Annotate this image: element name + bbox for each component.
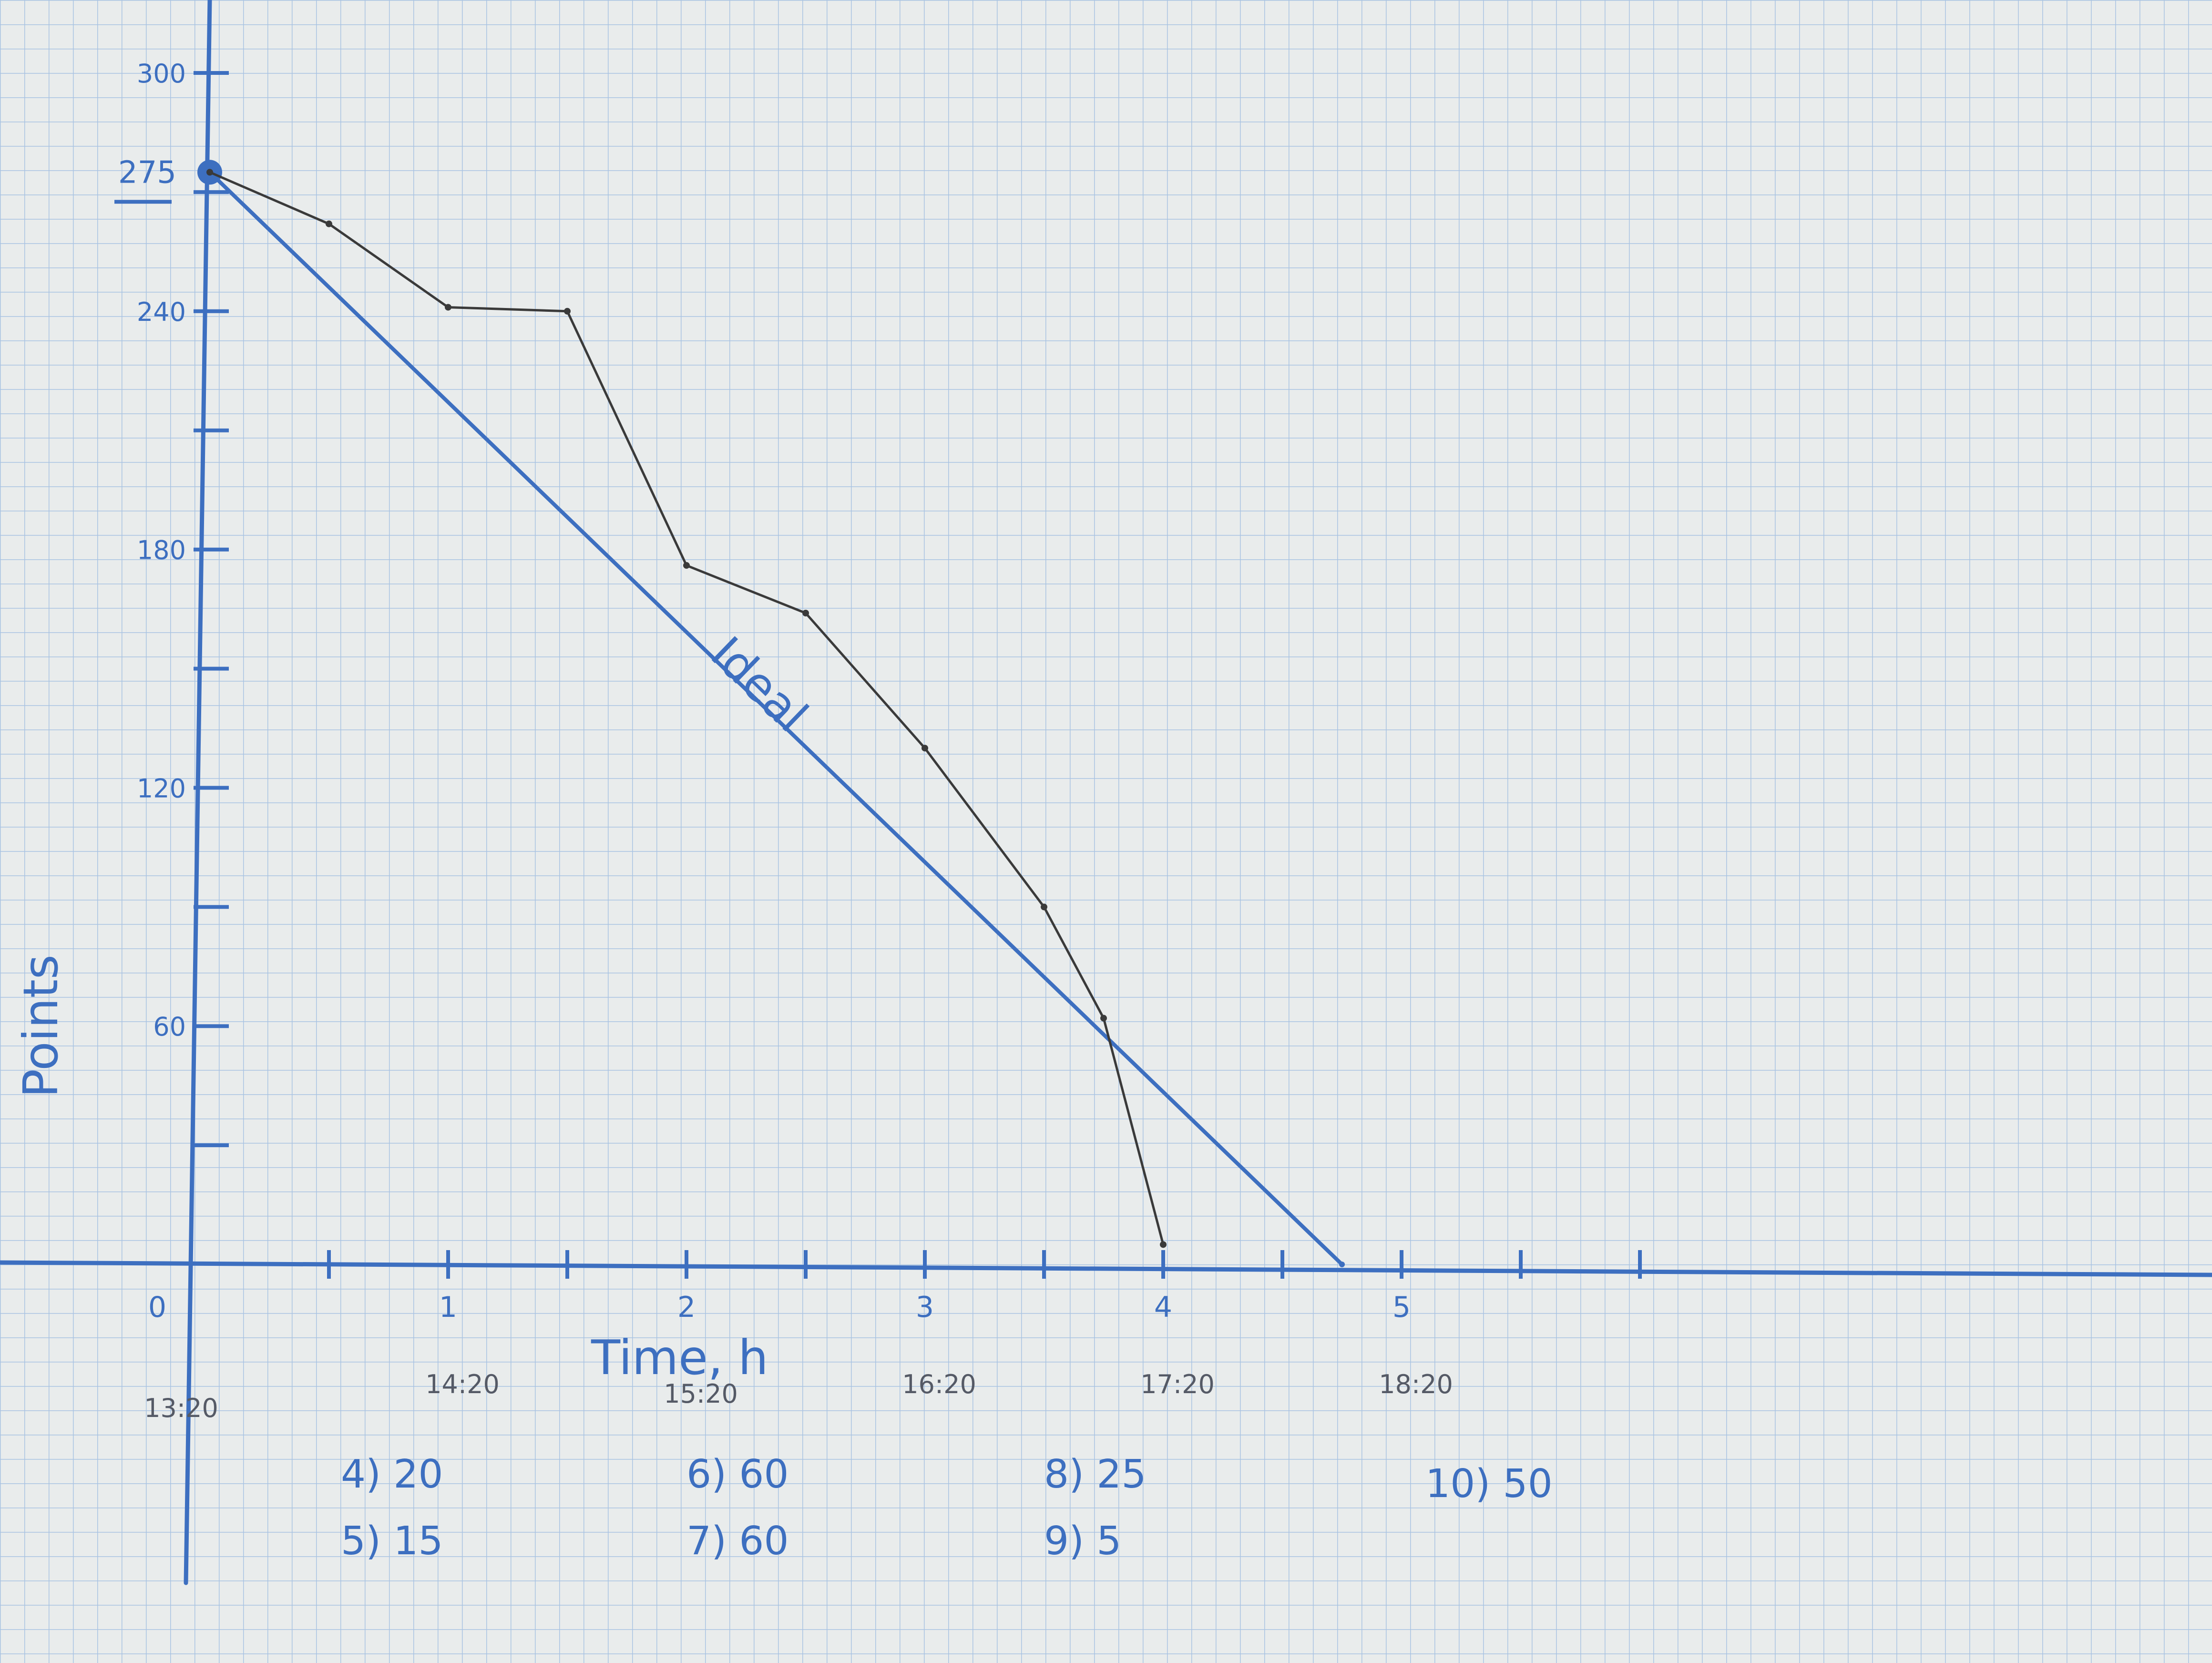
point-note: 9) 5 (1044, 1519, 1121, 1564)
ideal-series-line (208, 171, 1343, 1266)
actual-point (683, 562, 690, 569)
x-tick-label: 2 (677, 1291, 696, 1324)
y-axis-label: Points (13, 955, 69, 1098)
point-note: 8) 25 (1044, 1452, 1147, 1497)
x-clock-label: 16:20 (902, 1369, 976, 1399)
y-tick-label: 180 (137, 535, 186, 565)
ideal-point (1339, 1262, 1345, 1267)
x-tick-label: 4 (1154, 1291, 1172, 1324)
actual-point (1100, 1015, 1107, 1022)
x-tick-label: 5 (1393, 1291, 1411, 1324)
actual-point (206, 169, 213, 176)
actual-point (922, 745, 928, 752)
actual-point (326, 220, 332, 227)
x-axis-line (0, 1260, 2212, 1277)
x-clock-label: 14:20 (425, 1369, 500, 1399)
y-axis-ticks: 60 120 180 240 300 (137, 59, 229, 1148)
point-note: 5) 15 (341, 1519, 443, 1564)
actual-point (445, 304, 451, 311)
y-tick-label: 60 (153, 1012, 186, 1042)
point-note: 4) 20 (341, 1452, 443, 1497)
y-tick-label: 240 (137, 297, 186, 327)
x-clock-label: 13:20 (144, 1393, 218, 1423)
actual-point (1160, 1241, 1167, 1248)
x-axis-label: Time, h (591, 1330, 768, 1386)
x-axis-ticks: 0 1 2 3 4 5 (148, 1250, 1642, 1324)
point-note: 6) 60 (686, 1452, 789, 1497)
y-axis-line (184, 0, 212, 1585)
actual-series-line (209, 171, 1165, 1245)
x-clock-label: 18:20 (1379, 1369, 1453, 1399)
point-note: 10) 50 (1425, 1461, 1553, 1507)
point-notes: 4) 20 5) 15 6) 60 7) 60 8) 25 9) 5 10) 50 (341, 1452, 1553, 1564)
series-layer (197, 160, 1345, 1267)
x-tick-label: 0 (148, 1291, 166, 1324)
start-value-label: 275 (118, 155, 176, 190)
x-tick-label: 3 (916, 1291, 934, 1324)
axes (0, 0, 2212, 1585)
x-clock-label: 17:20 (1140, 1369, 1215, 1399)
actual-point (564, 308, 571, 315)
x-clock-label: 15:20 (664, 1379, 738, 1409)
y-tick-label: 120 (137, 773, 186, 803)
y-tick-label: 300 (137, 59, 186, 89)
actual-point (1041, 903, 1047, 911)
point-note: 7) 60 (686, 1519, 789, 1564)
x-clock-labels: 13:20 14:20 15:20 16:20 17:20 18:20 (144, 1369, 1453, 1423)
actual-point (802, 609, 809, 616)
x-tick-label: 1 (439, 1291, 457, 1324)
